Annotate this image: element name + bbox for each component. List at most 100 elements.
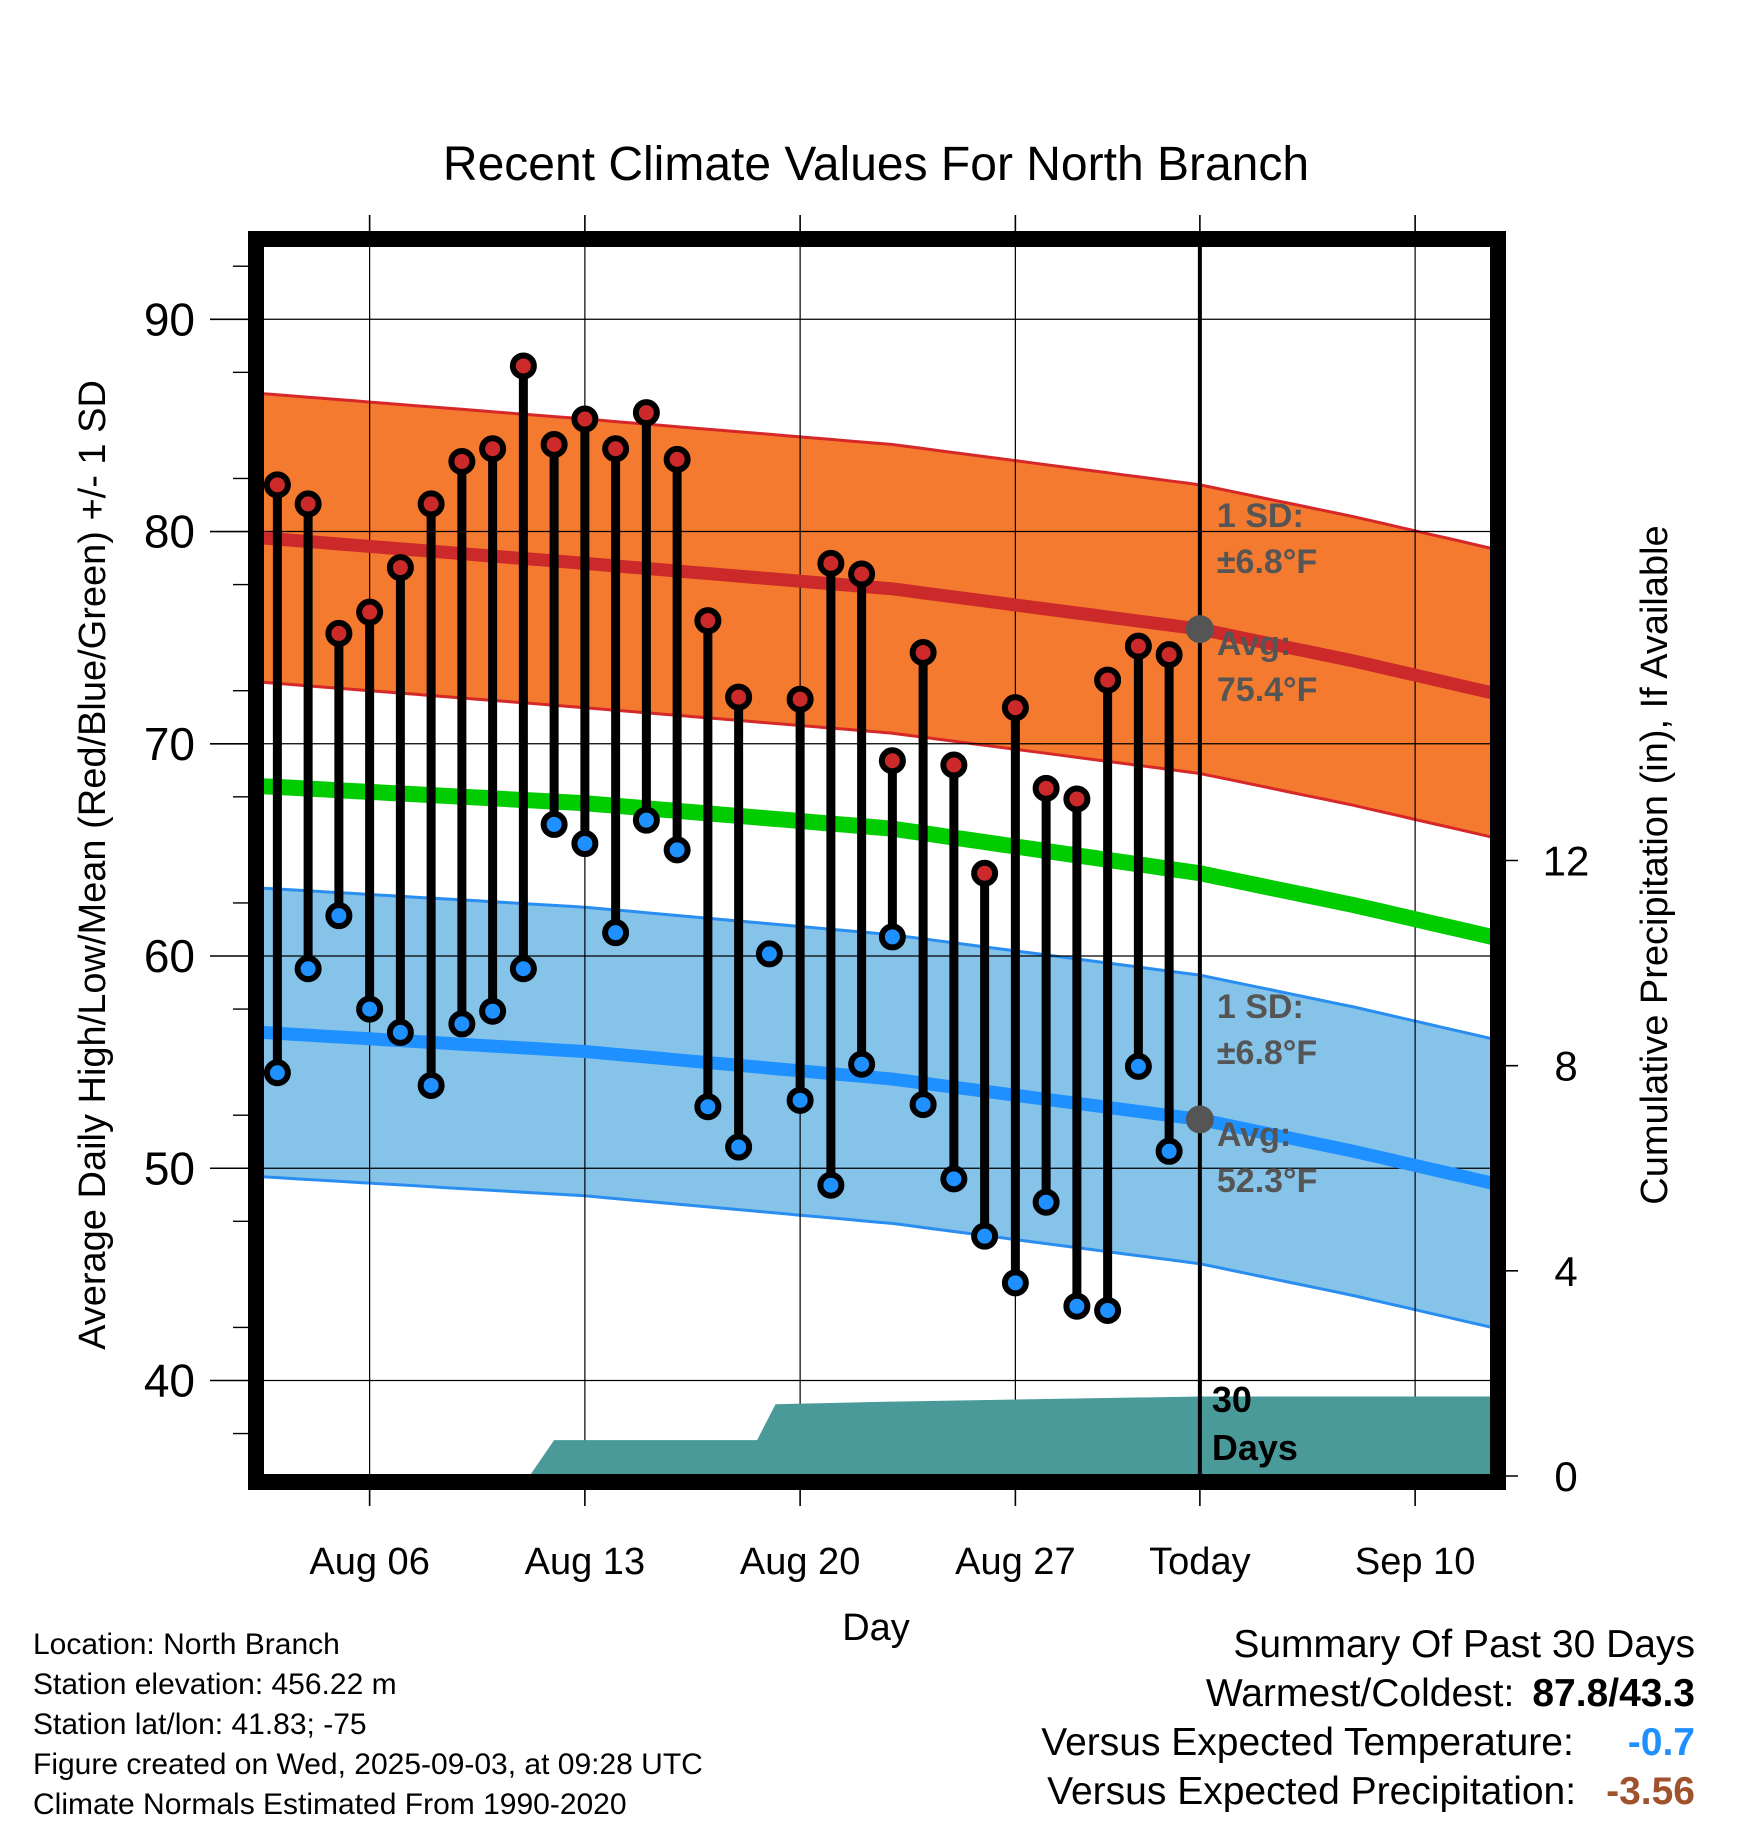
low-point bbox=[540, 810, 568, 838]
low-sd-lower-edge bbox=[262, 1175, 1492, 1329]
high-point bbox=[786, 685, 814, 713]
low-point bbox=[448, 1010, 476, 1038]
high-point bbox=[878, 747, 906, 775]
high-point bbox=[294, 490, 322, 518]
high-point bbox=[356, 598, 384, 626]
station-info: Location: North Branch Station elevation… bbox=[33, 1625, 703, 1825]
summary-title: Summary Of Past 30 Days bbox=[1233, 1623, 1695, 1666]
high-point bbox=[909, 639, 937, 667]
low-avg-value: 52.3°F bbox=[1217, 1162, 1318, 1200]
days-count-word: Days bbox=[1212, 1427, 1298, 1468]
y-tick-label: 50 bbox=[144, 1142, 195, 1194]
y2-tick-label: 0 bbox=[1554, 1453, 1577, 1500]
low-point bbox=[878, 923, 906, 951]
today-high-avg-marker bbox=[1185, 615, 1214, 644]
today-low-avg-marker bbox=[1185, 1105, 1214, 1134]
x-tick-label: Aug 06 bbox=[309, 1541, 429, 1583]
x-axis-label: Day bbox=[842, 1607, 910, 1649]
high-sd-value: ±6.8°F bbox=[1217, 543, 1317, 581]
y-tick-label: 90 bbox=[144, 293, 195, 345]
high-point bbox=[632, 399, 660, 427]
high-avg-value: 75.4°F bbox=[1217, 671, 1318, 709]
low-point bbox=[1124, 1052, 1152, 1080]
low-point bbox=[694, 1093, 722, 1121]
high-point bbox=[971, 859, 999, 887]
normals-text: Climate Normals Estimated From 1990-2020 bbox=[33, 1788, 627, 1821]
low-point bbox=[1001, 1269, 1029, 1297]
y-tick-label: 70 bbox=[144, 718, 195, 770]
low-avg-label: Avg: bbox=[1217, 1116, 1291, 1154]
low-point bbox=[1032, 1188, 1060, 1216]
high-avg-label: Avg: bbox=[1217, 625, 1291, 663]
high-point bbox=[1063, 785, 1091, 813]
precip-label: Versus Expected Precipitation: bbox=[1047, 1770, 1577, 1813]
precip-value: -3.56 bbox=[1606, 1770, 1695, 1813]
low-point bbox=[909, 1091, 937, 1119]
chart-title: Recent Climate Values For North Branch bbox=[443, 138, 1309, 191]
low-point bbox=[571, 830, 599, 858]
y-tick-label: 80 bbox=[144, 506, 195, 558]
y2-tick-label: 8 bbox=[1554, 1043, 1577, 1090]
low-point bbox=[940, 1165, 968, 1193]
low-point bbox=[602, 919, 630, 947]
low-point bbox=[971, 1222, 999, 1250]
latlon-text: Station lat/lon: 41.83; -75 bbox=[33, 1708, 367, 1741]
warm-cold-value: 87.8/43.3 bbox=[1532, 1672, 1695, 1715]
normal-high-line bbox=[262, 531, 1492, 700]
y-tick-label: 40 bbox=[144, 1354, 195, 1406]
low-sd-value: ±6.8°F bbox=[1217, 1034, 1317, 1072]
low-point bbox=[632, 806, 660, 834]
location-text: Location: North Branch bbox=[33, 1628, 340, 1661]
temp-value: -0.7 bbox=[1627, 1721, 1695, 1764]
summary-temp: Versus Expected Temperature: -0.7 bbox=[1041, 1718, 1695, 1767]
high-point bbox=[1094, 666, 1122, 694]
precip-area bbox=[262, 1396, 1492, 1476]
high-sd-label: 1 SD: bbox=[1217, 497, 1304, 535]
low-sd-label: 1 SD: bbox=[1217, 988, 1304, 1026]
normal-low-line bbox=[262, 1025, 1492, 1190]
days-count-number: 30 bbox=[1212, 1379, 1252, 1420]
low-sd-band bbox=[262, 888, 1492, 1328]
y-tick-label: 60 bbox=[144, 930, 195, 982]
temp-label: Versus Expected Temperature: bbox=[1041, 1721, 1574, 1764]
plot-area: 1 SD: ±6.8°F Avg: 75.4°F 1 SD: ±6.8°F Avg: 52.3… bbox=[144, 215, 1590, 1583]
high-point bbox=[694, 607, 722, 635]
high-point bbox=[325, 619, 353, 647]
x-tick-label: Aug 27 bbox=[955, 1541, 1075, 1583]
warm-cold-label: Warmest/Coldest: bbox=[1205, 1672, 1515, 1715]
created-text: Figure created on Wed, 2025-09-03, at 09… bbox=[33, 1748, 703, 1781]
low-point bbox=[417, 1071, 445, 1099]
high-point bbox=[940, 751, 968, 779]
low-point bbox=[509, 955, 537, 983]
high-point bbox=[1155, 641, 1183, 669]
plot-frame bbox=[248, 231, 1506, 1490]
x-tick-label: Aug 20 bbox=[740, 1541, 860, 1583]
low-point bbox=[817, 1171, 845, 1199]
high-point bbox=[509, 352, 537, 380]
low-point bbox=[786, 1086, 814, 1114]
low-point bbox=[356, 995, 384, 1023]
low-point bbox=[1063, 1292, 1091, 1320]
low-point bbox=[263, 1059, 291, 1087]
high-point bbox=[817, 549, 845, 577]
y2-tick-label: 4 bbox=[1554, 1248, 1577, 1295]
high-point bbox=[1032, 774, 1060, 802]
high-point bbox=[571, 405, 599, 433]
low-point bbox=[1155, 1137, 1183, 1165]
low-point bbox=[386, 1018, 414, 1046]
normal-mean-line bbox=[262, 778, 1492, 945]
summary-panel: Summary Of Past 30 Days Warmest/Coldest:… bbox=[1041, 1620, 1695, 1816]
high-point bbox=[663, 445, 691, 473]
high-point bbox=[417, 490, 445, 518]
y2-tick-label: 12 bbox=[1543, 838, 1590, 885]
x-tick-label: Sep 10 bbox=[1355, 1541, 1475, 1583]
low-point bbox=[725, 1133, 753, 1161]
high-sd-band bbox=[262, 393, 1492, 838]
low-point bbox=[294, 955, 322, 983]
high-point bbox=[540, 431, 568, 459]
high-sd-upper-edge bbox=[262, 392, 1492, 550]
plot-inner bbox=[262, 245, 1492, 1476]
low-point bbox=[1094, 1296, 1122, 1324]
high-point bbox=[848, 560, 876, 588]
